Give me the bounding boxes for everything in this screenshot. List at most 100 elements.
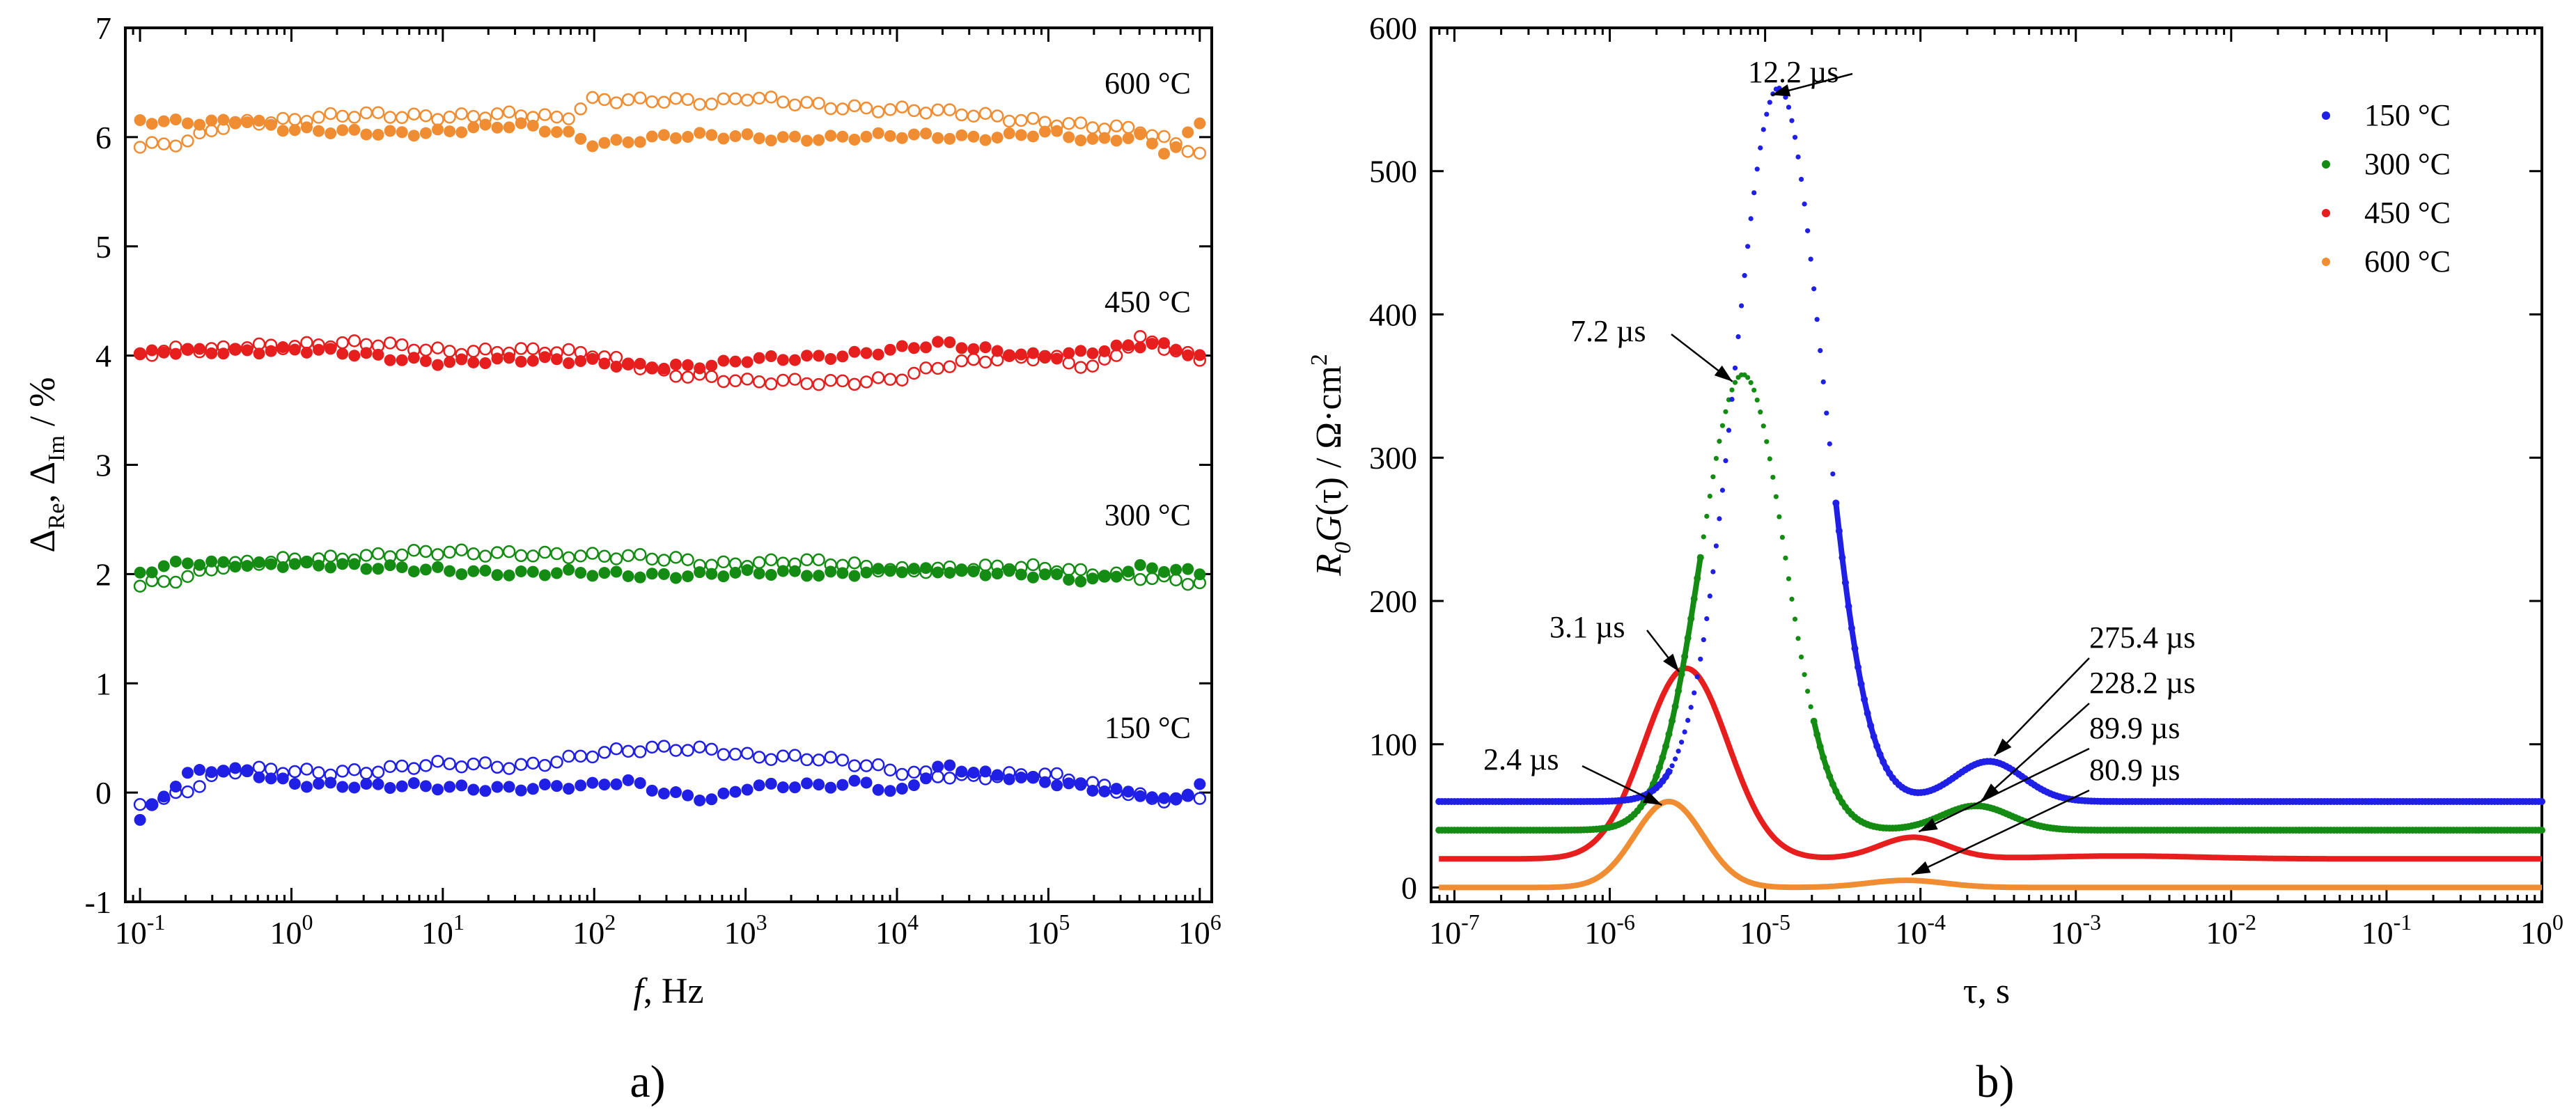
- im-point: [181, 785, 194, 799]
- im-point: [1062, 563, 1075, 577]
- x-tick-label: 105: [1027, 909, 1070, 951]
- re-point: [669, 786, 682, 799]
- im-point: [478, 756, 492, 770]
- re-point: [300, 121, 313, 134]
- re-point: [313, 777, 325, 790]
- series-point: [1795, 154, 1801, 159]
- re-point: [836, 779, 849, 791]
- re-point: [1003, 773, 1015, 786]
- annotation-arrowhead: [1912, 861, 1931, 875]
- series-point: [1717, 439, 1722, 444]
- im-point: [812, 753, 825, 767]
- re-point: [825, 353, 837, 366]
- im-point: [728, 747, 742, 761]
- re-point: [229, 343, 242, 356]
- series-point: [1786, 576, 1792, 581]
- im-point: [467, 345, 481, 358]
- re-point: [717, 570, 730, 583]
- legend-label: 150 °C: [2364, 98, 2451, 132]
- re-point: [1075, 575, 1087, 588]
- im-point: [776, 373, 790, 387]
- im-point: [478, 549, 492, 563]
- im-point: [1146, 572, 1159, 586]
- legend-label: 300 °C: [2364, 147, 2451, 181]
- re-point: [407, 352, 420, 364]
- im-point: [157, 137, 171, 150]
- x-tick-label: 10-4: [1895, 909, 1946, 951]
- re-point: [313, 343, 325, 356]
- im-point: [1074, 116, 1088, 130]
- re-point: [682, 359, 694, 371]
- re-point: [336, 781, 349, 793]
- im-point: [431, 113, 444, 126]
- series-point: [1808, 704, 1813, 710]
- im-point: [490, 760, 504, 774]
- re-point: [157, 115, 170, 127]
- re-point: [348, 781, 361, 794]
- re-point: [1110, 570, 1123, 583]
- series-point: [1682, 729, 1687, 735]
- im-point: [848, 556, 861, 570]
- series-point: [1758, 145, 1763, 150]
- re-point: [300, 556, 313, 568]
- im-point: [1134, 329, 1147, 343]
- im-point: [1015, 114, 1028, 127]
- im-point: [1134, 572, 1147, 586]
- re-point: [491, 352, 504, 365]
- re-point: [955, 563, 968, 576]
- re-point: [907, 128, 920, 141]
- re-point: [1170, 141, 1182, 153]
- re-point: [181, 343, 194, 356]
- im-point: [419, 759, 432, 772]
- re-point: [360, 128, 373, 141]
- re-point: [288, 124, 301, 136]
- re-point: [955, 129, 968, 141]
- re-point: [1027, 571, 1039, 584]
- im-point: [717, 748, 731, 761]
- re-point: [1146, 791, 1158, 804]
- im-point: [883, 103, 897, 116]
- re-point: [1194, 349, 1206, 361]
- im-point: [324, 549, 337, 563]
- im-point: [443, 545, 456, 559]
- re-point: [1157, 565, 1170, 578]
- re-point: [1086, 347, 1099, 359]
- re-point: [432, 561, 444, 573]
- series-point: [1688, 705, 1694, 710]
- re-point: [979, 341, 992, 354]
- series-300C: [1435, 372, 2545, 834]
- im-point: [169, 575, 182, 589]
- annotation-arrowhead: [1994, 738, 2012, 756]
- im-point: [669, 744, 682, 757]
- annotation-label: 275.4 µs: [2089, 620, 2195, 655]
- im-point: [859, 759, 873, 772]
- im-point: [752, 556, 766, 569]
- re-point: [991, 769, 1004, 781]
- im-point: [990, 109, 1004, 123]
- im-point: [538, 758, 552, 772]
- im-point: [455, 543, 468, 557]
- annotation-label: 228.2 µs: [2089, 666, 2195, 700]
- re-point: [205, 347, 218, 359]
- im-point: [586, 750, 600, 764]
- re-point: [419, 355, 432, 368]
- series-line: [1439, 798, 2542, 891]
- re-point: [1122, 565, 1134, 578]
- re-point: [1039, 568, 1052, 581]
- re-point: [419, 127, 432, 139]
- im-point: [145, 136, 159, 149]
- series-point: [1713, 543, 1719, 549]
- im-point: [848, 759, 861, 772]
- x-axis-title: f, Hz: [633, 971, 703, 1011]
- x-tick-label: 103: [724, 909, 767, 951]
- im-point: [633, 548, 647, 561]
- im-point: [657, 740, 671, 753]
- im-point: [896, 373, 909, 386]
- re-point: [396, 354, 408, 366]
- re-point: [813, 134, 825, 146]
- x-tick-label: 102: [572, 909, 616, 951]
- im-point: [836, 374, 850, 388]
- y-tick-label: 300: [1369, 440, 1417, 476]
- im-point: [681, 370, 694, 384]
- re-point: [634, 571, 646, 584]
